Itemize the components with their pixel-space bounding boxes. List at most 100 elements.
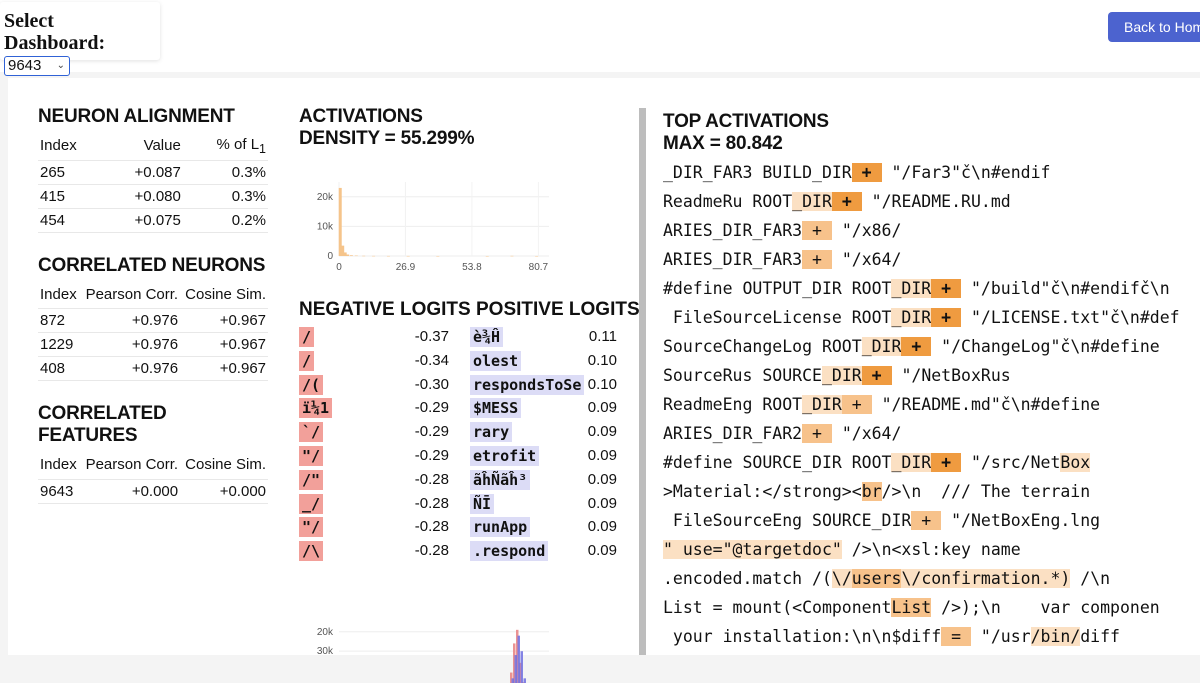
y-tick-label: 30k <box>317 646 334 657</box>
negative-logits-title: NEGATIVE LOGITS <box>299 299 471 320</box>
activation-example: #define SOURCE_DIR ROOT_DIR + "/src/NetB… <box>663 448 1200 477</box>
activations-density: DENSITY = 55.299% <box>299 128 629 150</box>
column-header-text: % of L <box>217 136 260 153</box>
highlighted-token: /bin/ <box>1031 627 1081 646</box>
table-row: 415 +0.080 0.3% <box>38 184 268 208</box>
positive-logit-token: è¾Ĥ <box>470 327 503 347</box>
highlighted-token: + <box>832 192 862 211</box>
table-cell: 1229 <box>38 333 80 357</box>
negative-logit-value: -0.29 <box>415 399 449 416</box>
x-tick-label: 0 <box>336 262 342 273</box>
table-cell: 454 <box>38 208 103 232</box>
table-row: 265 +0.087 0.3% <box>38 160 268 184</box>
highlighted-token: List <box>891 598 931 617</box>
histogram-bar <box>512 678 515 683</box>
column-header: Cosine Sim. <box>180 281 268 309</box>
context-text: "/NetBoxRus <box>892 366 1011 385</box>
negative-logit-value: -0.28 <box>415 495 449 512</box>
highlighted-token: + <box>862 366 892 385</box>
positive-logit-token: runApp <box>470 517 530 537</box>
positive-logit-token: $MESS <box>470 398 521 418</box>
context-text: ReadmeEng ROOT <box>663 395 802 414</box>
context-text: ARIES_DIR_FAR2 <box>663 424 802 443</box>
negative-logit-token: /\ <box>299 541 323 561</box>
column-header: Index <box>38 132 103 160</box>
positive-logit-value: 0.11 <box>589 328 617 345</box>
context-text: ReadmeRu ROOT <box>663 192 792 211</box>
activation-example: #define OUTPUT_DIR ROOT_DIR + "/build"č\… <box>663 274 1200 303</box>
positive-logit-value: 0.10 <box>588 352 617 369</box>
x-tick-label: 80.7 <box>529 262 549 273</box>
context-text: "/Far3"č\n#endif <box>882 163 1051 182</box>
activation-example: _DIR_FAR3 BUILD_DIR + "/Far3"č\n#endif <box>663 158 1200 187</box>
highlighted-token: + <box>931 279 961 298</box>
highlighted-token: \/ <box>832 569 852 588</box>
positive-logit-value: 0.09 <box>588 518 617 535</box>
histogram-bar <box>436 256 439 257</box>
table-cell: 415 <box>38 184 103 208</box>
histogram-bar <box>346 255 349 256</box>
y-tick-label: 20k <box>317 192 334 203</box>
context-text: SourceChangeLog ROOT <box>663 337 862 356</box>
dashboard-select[interactable]: 9643 ⌄ <box>4 56 70 76</box>
activation-example: ARIES_DIR_FAR3 + "/x64/ <box>663 245 1200 274</box>
activation-example: .encoded.match /(\/users\/confirmation.*… <box>663 564 1200 593</box>
context-text: />\n<xsl:key name <box>842 540 1021 559</box>
highlighted-token: + <box>931 308 961 327</box>
highlighted-token: Box <box>1060 453 1090 472</box>
negative-logit-token: "/ <box>299 517 323 537</box>
table-cell: 408 <box>38 357 80 381</box>
highlighted-token: + <box>911 511 941 530</box>
context-text: #define OUTPUT_DIR ROOT <box>663 279 891 298</box>
negative-logit-value: -0.37 <box>415 328 449 345</box>
select-dashboard-label: Select Dashboard: <box>4 10 156 54</box>
highlighted-token: + <box>842 395 872 414</box>
positive-logit-value: 0.10 <box>588 376 617 393</box>
context-text: "/NetBoxEng.lng <box>941 511 1100 530</box>
table-row: 1229 +0.976 +0.967 <box>38 333 268 357</box>
table-row: 408 +0.976 +0.967 <box>38 357 268 381</box>
negative-logit-value: -0.28 <box>415 542 449 559</box>
highlighted-token: _DIR <box>822 366 862 385</box>
highlighted-token: use="@targetdoc" <box>673 540 842 559</box>
highlighted-token: _DIR <box>891 279 931 298</box>
positive-logit-token: respondsToSe <box>470 375 584 395</box>
y-tick-label: 10k <box>317 221 334 232</box>
negative-logit-token: / <box>299 351 314 371</box>
table-cell: +0.976 <box>80 357 180 381</box>
context-text: />);\n var componen <box>931 598 1159 617</box>
context-text: #define SOURCE_DIR ROOT <box>663 453 891 472</box>
correlated-neurons-table: Index Pearson Corr. Cosine Sim. 872 +0.9… <box>38 281 268 382</box>
activation-example: ReadmeRu ROOT_DIR + "/README.RU.md <box>663 187 1200 216</box>
positive-logit-value: 0.09 <box>588 423 617 440</box>
neuron-alignment-table: Index Value % of L1 265 +0.087 0.3% 415 … <box>38 132 268 233</box>
context-text: ARIES_DIR_FAR3 <box>663 221 802 240</box>
activation-example: " use="@targetdoc" />\n<xsl:key name <box>663 535 1200 564</box>
table-cell: +0.967 <box>180 309 268 333</box>
highlighted-token: users <box>852 569 902 588</box>
table-cell: +0.976 <box>80 309 180 333</box>
table-row: 872 +0.976 +0.967 <box>38 309 268 333</box>
table-row: 9643 +0.000 +0.000 <box>38 479 268 503</box>
histogram-bar <box>518 636 521 683</box>
context-text: _DIR_FAR3 BUILD_DIR <box>663 163 852 182</box>
negative-logit-token: /" <box>299 470 323 490</box>
context-text: FileSourceEng SOURCE_DIR <box>663 511 911 530</box>
highlighted-token: = <box>941 627 971 646</box>
activation-example: your installation:\n\n$diff = "/usr/bin/… <box>663 622 1200 651</box>
histogram-bar <box>515 655 518 683</box>
column-divider <box>639 108 646 655</box>
highlighted-token: + <box>802 424 832 443</box>
negative-logit-value: -0.30 <box>415 376 449 393</box>
back-to-home-button[interactable]: Back to Home <box>1108 12 1200 42</box>
positive-logit-token: etrofit <box>470 446 539 466</box>
